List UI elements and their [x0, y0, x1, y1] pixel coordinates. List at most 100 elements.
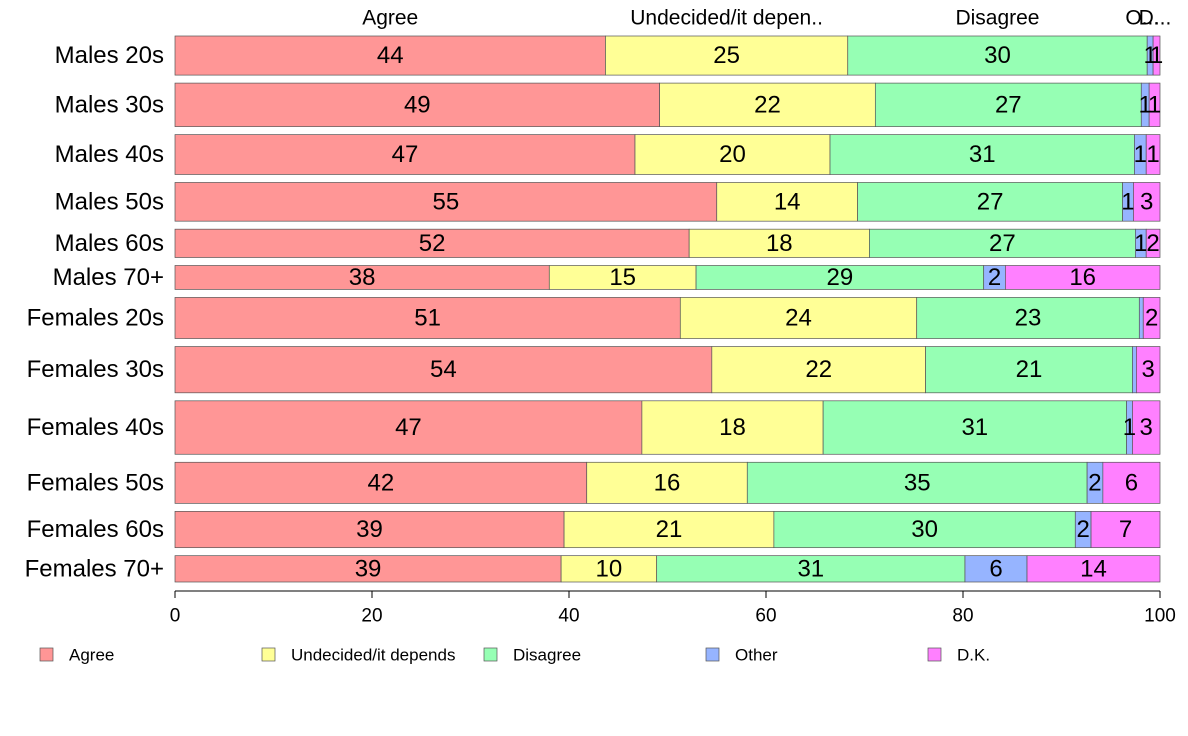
- segment-value-label: 2: [988, 264, 1001, 291]
- bar-segment: [1152, 35, 1161, 76]
- bar-segment: [1138, 297, 1144, 339]
- segment-value-label: 25: [713, 42, 740, 69]
- segment-value-label: 31: [797, 555, 824, 582]
- segment-value-label: 23: [1015, 304, 1042, 331]
- bar-segment: [174, 555, 562, 583]
- segment-value-label: 1: [1134, 230, 1147, 257]
- segment-value-label: 38: [349, 264, 376, 291]
- column-header: Disagree: [955, 7, 1039, 30]
- bar-segment: [857, 182, 1123, 222]
- segment-value-label: 21: [1016, 356, 1043, 383]
- segment-value-label: 27: [977, 188, 1004, 215]
- segment-value-label: 2: [1076, 516, 1089, 543]
- bar-segment: [174, 400, 643, 455]
- segment-value-label: 27: [989, 230, 1016, 257]
- x-tick-label: 20: [361, 606, 382, 627]
- bar-segment: [925, 346, 1133, 394]
- segment-value-label: 1: [1123, 414, 1136, 441]
- bar-segment: [174, 346, 713, 394]
- segment-value-label: 6: [989, 555, 1002, 582]
- bar-segment: [688, 228, 870, 258]
- bar-segment: [874, 82, 1142, 127]
- category-label: Males 40s: [55, 141, 164, 168]
- bar-segment: [605, 35, 849, 76]
- bar-segment: [964, 555, 1028, 583]
- segment-value-label: 54: [430, 356, 457, 383]
- segment-value-label: 16: [654, 469, 681, 496]
- bar-segment: [822, 400, 1127, 455]
- segment-value-label: 10: [596, 555, 623, 582]
- category-label: Males 50s: [55, 188, 164, 215]
- legend-swatch: [927, 647, 942, 662]
- segment-value-label: 15: [609, 264, 636, 291]
- segment-value-label: 3: [1140, 414, 1153, 441]
- segment-value-label: 29: [827, 264, 854, 291]
- legend-label: Disagree: [513, 646, 581, 665]
- legend-label: D.K.: [957, 646, 990, 665]
- segment-value-label: 2: [1145, 304, 1158, 331]
- segment-value-label: 2: [1146, 230, 1159, 257]
- bar-segment: [1145, 134, 1161, 175]
- legend: Agree Undecided/it depends Disagree Other D.…: [39, 646, 990, 665]
- segment-value-label: 1: [1134, 141, 1147, 168]
- column-header: D...: [1139, 7, 1172, 30]
- segment-value-label: 1: [1143, 42, 1156, 69]
- legend-label: Other: [735, 646, 778, 665]
- segment-value-label: 51: [414, 304, 441, 331]
- segment-value-label: 24: [785, 304, 812, 331]
- segment-value-label: 1: [1121, 188, 1134, 215]
- segment-value-label: 52: [419, 230, 446, 257]
- segment-value-label: 1: [1139, 91, 1152, 118]
- segment-value-label: 7: [1119, 516, 1132, 543]
- bar-segment: [869, 228, 1136, 258]
- category-label: Females 20s: [27, 304, 164, 331]
- bar-segment: [560, 555, 658, 583]
- bar-segment: [679, 297, 918, 339]
- legend-swatch: [705, 647, 720, 662]
- x-tick-label: 100: [1144, 606, 1176, 627]
- segment-value-label: 35: [904, 469, 931, 496]
- category-label: Females 50s: [27, 469, 164, 496]
- bar-segment: [656, 555, 966, 583]
- category-label: Males 20s: [55, 42, 164, 69]
- bar-segment: [174, 182, 718, 222]
- bar-segment: [174, 297, 681, 339]
- category-labels: Males 20s Males 30s Males 40s Males 50s Male…: [25, 42, 164, 582]
- legend-swatch: [39, 647, 54, 662]
- segment-value-label: 49: [404, 91, 431, 118]
- bar-segments: [174, 35, 1161, 583]
- legend-label: Agree: [69, 646, 114, 665]
- category-label: Females 40s: [27, 414, 164, 441]
- category-label: Females 70+: [25, 555, 164, 582]
- segment-value-label: 3: [1140, 188, 1153, 215]
- category-label: Males 70+: [53, 264, 164, 291]
- x-tick-label: 40: [558, 606, 579, 627]
- segment-value-label: 1: [1146, 141, 1159, 168]
- bar-segment: [773, 511, 1076, 549]
- legend-swatch: [483, 647, 498, 662]
- bar-segment: [1142, 297, 1161, 339]
- bar-segment: [174, 82, 660, 127]
- legend-swatch: [261, 647, 276, 662]
- bar-segment: [1132, 400, 1161, 455]
- segment-value-label: 21: [656, 516, 683, 543]
- segment-value-label: 20: [719, 141, 746, 168]
- bar-segment: [1026, 555, 1161, 583]
- segment-value-label: 2: [1088, 469, 1101, 496]
- bar-segment: [659, 82, 876, 127]
- bar-segment: [1090, 511, 1161, 549]
- segment-value-label: 14: [1080, 555, 1107, 582]
- segment-value-label: 39: [356, 516, 383, 543]
- segment-value-label: 42: [368, 469, 395, 496]
- legend-label: Undecided/it depends: [291, 646, 455, 665]
- segment-value-label: 31: [961, 414, 988, 441]
- column-headers: Agree Undecided/it depen.. Disagree O...D..…: [362, 7, 1171, 30]
- bar-segment: [634, 134, 831, 175]
- x-tick-label: 80: [952, 606, 973, 627]
- segment-value-label: 18: [766, 230, 793, 257]
- x-tick-label: 60: [755, 606, 776, 627]
- segment-value-label: 30: [911, 516, 938, 543]
- category-label: Females 60s: [27, 516, 164, 543]
